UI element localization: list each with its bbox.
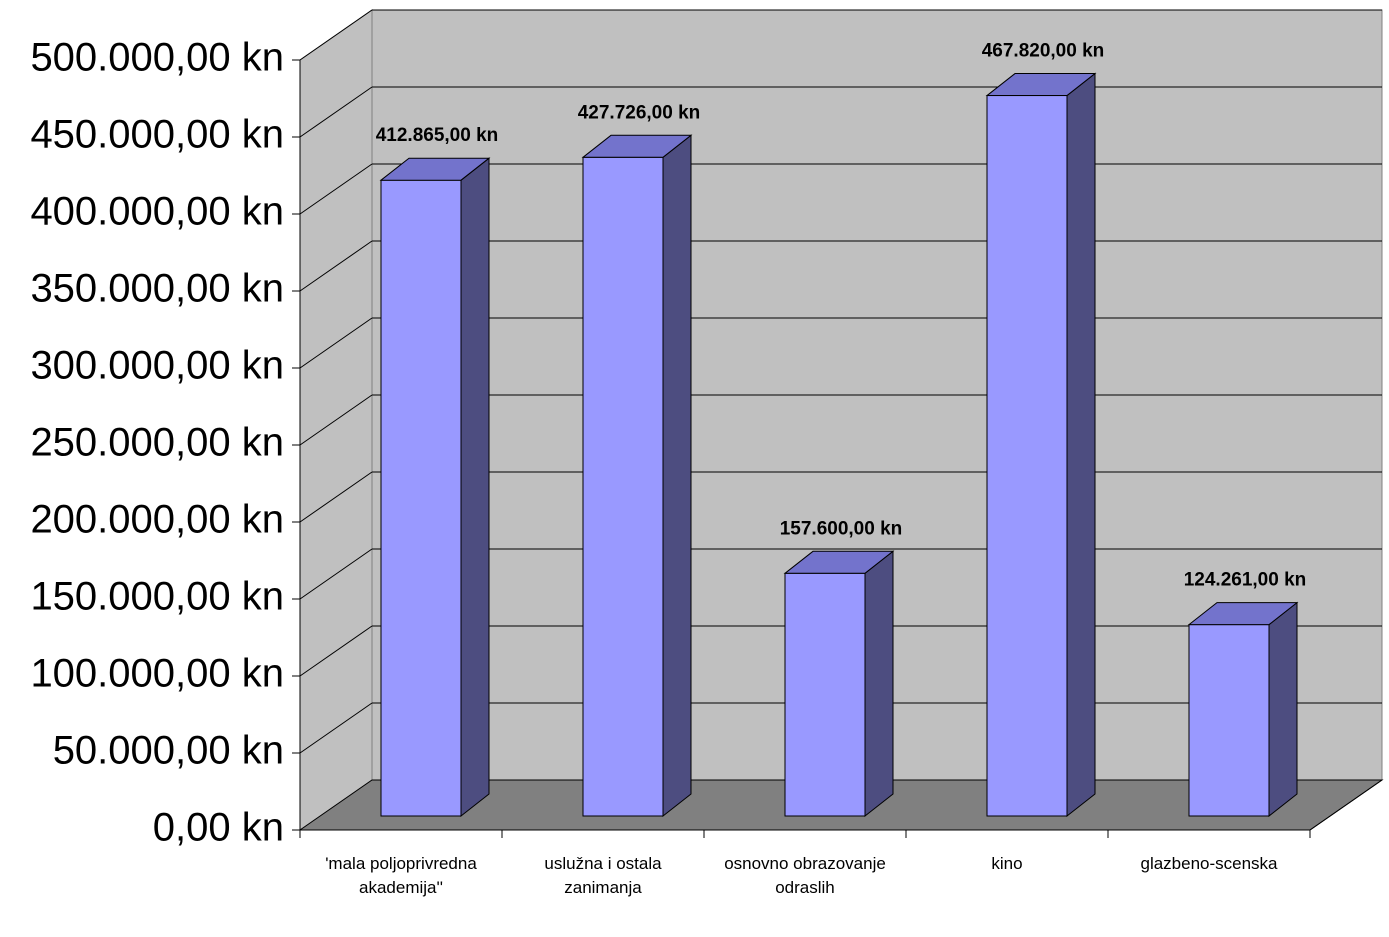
y-tick-label: 150.000,00 kn (30, 575, 284, 619)
grid-line (299, 317, 373, 369)
x-tick-label: kino (991, 854, 1023, 873)
grid-line (299, 163, 373, 215)
value-label: 124.261,00 kn (1184, 570, 1307, 591)
bar-front (1188, 624, 1270, 817)
x-tick-label: osnovno obrazovanje odraslih (724, 854, 886, 897)
bar-top (985, 73, 1097, 97)
value-label: 427.726,00 kn (578, 102, 701, 123)
y-tick-label: 100.000,00 kn (30, 652, 284, 696)
y-tick-label: 400.000,00 kn (30, 190, 284, 234)
y-tick-label: 350.000,00 kn (30, 267, 284, 311)
grid-line (299, 548, 373, 600)
bar-top (581, 134, 693, 158)
bar-side (1268, 601, 1298, 818)
bar-front (986, 95, 1068, 817)
value-label: 157.600,00 kn (780, 518, 903, 539)
bar-side (1066, 72, 1096, 818)
bar-top (783, 550, 895, 574)
y-tick-label: 450.000,00 kn (30, 113, 284, 157)
bar-side (662, 134, 692, 818)
grid-line (299, 625, 373, 677)
y-tick-label: 0,00 kn (153, 806, 284, 850)
x-tick-label: 'mala poljoprivredna akademija'' (325, 854, 477, 897)
grid-line (299, 394, 373, 446)
y-tick-label: 500.000,00 kn (30, 36, 284, 80)
value-label: 467.820,00 kn (982, 41, 1105, 62)
y-tick-label: 300.000,00 kn (30, 344, 284, 388)
floor-edge (1309, 779, 1383, 831)
y-tick-label: 200.000,00 kn (30, 498, 284, 542)
grid-line (299, 86, 373, 138)
x-tick-label: uslužna i ostala zanimanja (544, 854, 662, 897)
grid-line (299, 240, 373, 292)
value-label: 412.865,00 kn (376, 125, 499, 146)
grid-line (299, 9, 373, 61)
grid-line (299, 702, 373, 754)
y-tick-label: 50.000,00 kn (53, 729, 284, 773)
bar-side (864, 550, 894, 818)
bar-side (460, 157, 490, 818)
bar-front (784, 572, 866, 817)
bar-front (380, 179, 462, 817)
x-tick-label: glazbeno-scenska (1140, 854, 1278, 873)
bar-front (582, 156, 664, 817)
y-tick-label: 250.000,00 kn (30, 421, 284, 465)
bar-top (1187, 602, 1299, 626)
grid-line (299, 471, 373, 523)
bar-top (379, 157, 491, 181)
